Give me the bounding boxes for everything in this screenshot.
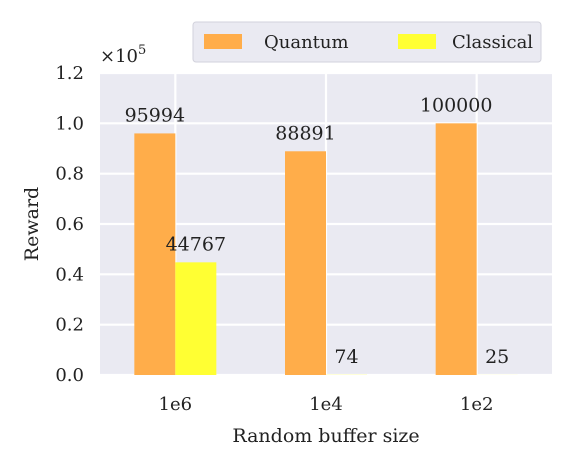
legend-swatch-quantum — [204, 34, 242, 49]
x-axis: 1e6 1e4 1e2 — [159, 394, 494, 415]
x-tick-label: 1e2 — [460, 394, 494, 415]
data-label: 25 — [485, 346, 509, 368]
data-labels: 95994 88891 100000 44767 74 25 — [125, 94, 510, 368]
y-tick-label: 0.4 — [55, 264, 84, 285]
y-tick-label: 0.2 — [55, 315, 84, 336]
y-axis-label: Reward — [21, 187, 43, 261]
x-tick-label: 1e6 — [159, 394, 193, 415]
bar-quantum-1e6 — [134, 133, 176, 375]
bar-quantum-1e4 — [285, 151, 326, 375]
data-label: 95994 — [125, 104, 185, 126]
x-axis-label: Random buffer size — [232, 425, 419, 447]
data-label: 88891 — [275, 122, 335, 144]
legend-label-classical: Classical — [452, 32, 533, 53]
bar-classical-1e6 — [175, 262, 217, 375]
y-scale-factor: ×105 — [100, 43, 146, 67]
data-label: 44767 — [166, 233, 226, 255]
y-tick-label: 0.8 — [55, 164, 84, 185]
legend-box — [192, 21, 542, 63]
legend-swatch-classical — [398, 34, 436, 49]
y-tick-label: 0.6 — [55, 214, 84, 235]
data-label: 100000 — [420, 94, 493, 116]
bar-quantum-1e2 — [435, 123, 477, 375]
x-tick-label: 1e4 — [309, 394, 343, 415]
legend-label-quantum: Quantum — [264, 32, 349, 53]
y-axis: 0.0 0.2 0.4 0.6 0.8 1.0 1.2 — [55, 63, 84, 386]
y-tick-label: 1.0 — [55, 113, 84, 134]
legend: Quantum Classical — [192, 21, 542, 63]
y-tick-label: 1.2 — [55, 63, 84, 84]
data-label: 74 — [334, 346, 358, 368]
y-tick-label: 0.0 — [55, 365, 84, 386]
bars — [134, 123, 518, 375]
